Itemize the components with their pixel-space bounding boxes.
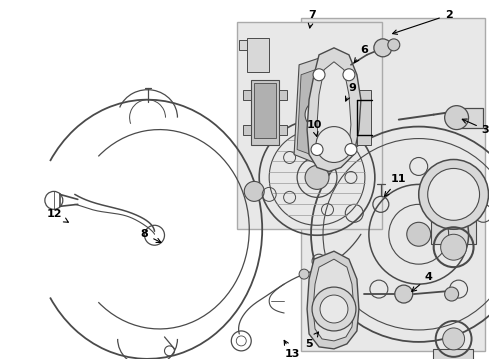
Circle shape (244, 181, 264, 201)
Circle shape (444, 287, 459, 301)
Text: 7: 7 (308, 10, 316, 28)
Polygon shape (307, 251, 359, 349)
Circle shape (442, 328, 465, 350)
Circle shape (428, 168, 480, 220)
Polygon shape (243, 90, 251, 100)
Circle shape (441, 234, 466, 260)
Polygon shape (357, 90, 371, 144)
Circle shape (299, 269, 309, 279)
Text: 11: 11 (385, 175, 407, 196)
Circle shape (315, 130, 331, 145)
Bar (433, 349, 472, 360)
Polygon shape (279, 90, 287, 100)
Polygon shape (294, 55, 351, 165)
Circle shape (316, 127, 352, 162)
Polygon shape (251, 80, 279, 144)
Text: 2: 2 (392, 10, 452, 34)
Polygon shape (307, 48, 361, 171)
Circle shape (388, 39, 400, 51)
Bar (301, 18, 485, 351)
Circle shape (312, 287, 356, 331)
Bar (237, 22, 382, 229)
Polygon shape (254, 83, 276, 138)
Circle shape (395, 285, 413, 303)
Circle shape (407, 222, 431, 246)
Text: 8: 8 (141, 229, 161, 242)
Circle shape (313, 69, 325, 81)
Polygon shape (313, 259, 354, 341)
Text: 9: 9 (345, 83, 356, 101)
Polygon shape (317, 62, 351, 159)
Circle shape (320, 295, 348, 323)
Text: 6: 6 (354, 45, 368, 63)
Polygon shape (243, 125, 251, 135)
Polygon shape (247, 38, 269, 72)
Text: 12: 12 (47, 209, 69, 222)
Circle shape (305, 166, 329, 189)
Circle shape (311, 144, 323, 156)
Circle shape (305, 101, 333, 129)
Polygon shape (279, 125, 287, 135)
Text: 13: 13 (284, 341, 300, 359)
Bar (431, 214, 476, 244)
Circle shape (343, 69, 355, 81)
Circle shape (374, 39, 392, 57)
Text: 10: 10 (306, 120, 322, 136)
Bar (461, 108, 483, 127)
Circle shape (345, 144, 357, 156)
Circle shape (419, 159, 489, 229)
Polygon shape (297, 65, 347, 157)
Text: 5: 5 (305, 332, 318, 349)
Text: 4: 4 (412, 272, 433, 292)
Circle shape (444, 106, 468, 130)
Text: 1: 1 (0, 359, 1, 360)
Text: 3: 3 (462, 119, 490, 135)
Polygon shape (239, 40, 247, 50)
